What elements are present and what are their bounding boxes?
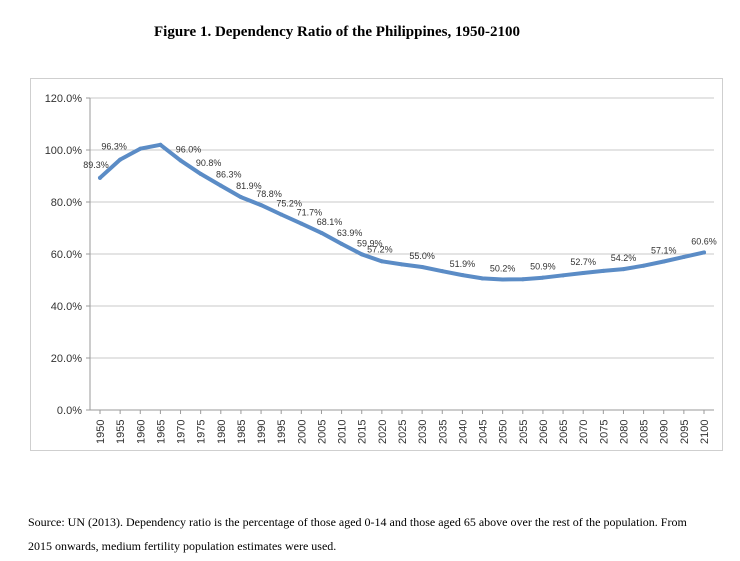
data-label: 86.3% (216, 170, 242, 180)
data-label: 71.7% (297, 208, 323, 218)
x-tick-label: 2070 (578, 420, 590, 444)
data-point (661, 259, 666, 264)
data-point (581, 270, 586, 275)
x-tick-label: 2020 (377, 420, 389, 444)
data-point (279, 212, 284, 217)
x-tick-label: 1955 (115, 420, 127, 444)
data-point (218, 183, 223, 188)
x-tick-label: 2055 (518, 420, 530, 444)
data-point (440, 269, 445, 274)
data-point (460, 273, 465, 278)
data-point (621, 267, 626, 272)
x-tick-label: 1970 (176, 420, 188, 444)
data-point (540, 275, 545, 280)
x-tick-label: 2010 (337, 420, 349, 444)
x-tick-label: 1990 (256, 420, 268, 444)
data-point (259, 203, 264, 208)
data-label: 60.6% (691, 236, 717, 246)
data-label: 63.9% (337, 228, 363, 238)
data-point (339, 241, 344, 246)
x-tick-label: 1975 (196, 420, 208, 444)
x-tick-label: 2080 (618, 420, 630, 444)
data-label: 96.0% (176, 144, 202, 154)
data-point (561, 273, 566, 278)
source-note: Source: UN (2013). Dependency ratio is t… (28, 515, 687, 553)
data-point (158, 142, 163, 147)
x-tick-label: 2075 (598, 420, 610, 444)
x-tick-label: 2030 (417, 420, 429, 444)
x-tick-label: 1965 (155, 420, 167, 444)
data-point (299, 221, 304, 226)
data-point (359, 252, 364, 257)
data-label: 57.1% (651, 246, 677, 256)
data-label: 96.3% (101, 142, 127, 152)
y-tick-label: 20.0% (51, 353, 82, 365)
data-point (641, 263, 646, 268)
y-tick-label: 0.0% (57, 405, 82, 417)
x-tick-label: 2090 (659, 420, 671, 444)
data-label: 81.9% (236, 181, 262, 191)
x-tick-label: 1980 (216, 420, 228, 444)
data-point (198, 171, 203, 176)
x-tick-label: 1960 (135, 420, 147, 444)
data-label: 90.8% (196, 158, 222, 168)
line-chart: 0.0% 20.0% 40.0% 60.0% 80.0% 100.0% 120.0% 1950… (45, 93, 717, 444)
data-label: 50.9% (530, 262, 556, 272)
data-point (500, 277, 505, 282)
data-label: 57.2% (367, 244, 393, 254)
data-point (702, 250, 706, 255)
x-tick-label: 1950 (95, 420, 107, 444)
y-tick-label: 40.0% (51, 301, 82, 313)
data-label: 54.2% (611, 253, 637, 263)
x-tick-label: 2065 (558, 420, 570, 444)
data-point (601, 268, 606, 273)
x-tick-label: 2005 (316, 420, 328, 444)
data-label: 52.7% (570, 257, 596, 267)
x-tick-label: 2085 (639, 420, 651, 444)
chart-area: 0.0% 20.0% 40.0% 60.0% 80.0% 100.0% 120.0% 1950… (30, 78, 723, 451)
figure-title: Figure 1. Dependency Ratio of the Philip… (154, 24, 520, 40)
data-label: 89.3% (83, 160, 109, 170)
data-point (400, 262, 404, 267)
data-point (178, 158, 183, 163)
data-point (480, 276, 485, 281)
data-label: 68.1% (317, 217, 343, 227)
x-tick-label: 2015 (357, 420, 369, 444)
data-point (420, 265, 425, 269)
y-tick-label: 120.0% (45, 93, 83, 105)
data-point (379, 259, 384, 264)
x-tick-label: 2040 (457, 420, 469, 444)
x-tick-label: 2050 (498, 420, 510, 444)
data-point (319, 230, 324, 235)
y-tick-label: 100.0% (45, 145, 83, 157)
data-label: 51.9% (450, 259, 476, 269)
data-point (138, 146, 143, 151)
data-label: 78.8% (256, 189, 282, 199)
x-tick-label: 2035 (437, 420, 449, 444)
data-label: 59.9% (357, 238, 383, 248)
data-point (681, 254, 686, 259)
x-tick-label: 2100 (699, 420, 711, 444)
x-tick-label: 2095 (679, 420, 691, 444)
data-label: 55.0% (409, 251, 435, 261)
data-point (98, 175, 102, 180)
x-tick-label: 2045 (478, 420, 490, 444)
data-point (238, 195, 243, 200)
x-tick-label: 1985 (236, 420, 248, 444)
y-tick-label: 80.0% (51, 197, 82, 209)
x-tick-label: 2000 (296, 420, 308, 444)
x-tick-label: 2060 (538, 420, 550, 444)
x-tick-label: 1995 (276, 420, 288, 444)
data-label: 75.2% (276, 198, 302, 208)
data-point (118, 157, 123, 162)
data-label: 50.2% (490, 263, 516, 273)
data-point (520, 277, 525, 282)
y-tick-label: 60.0% (51, 249, 82, 261)
x-tick-label: 2025 (397, 420, 409, 444)
